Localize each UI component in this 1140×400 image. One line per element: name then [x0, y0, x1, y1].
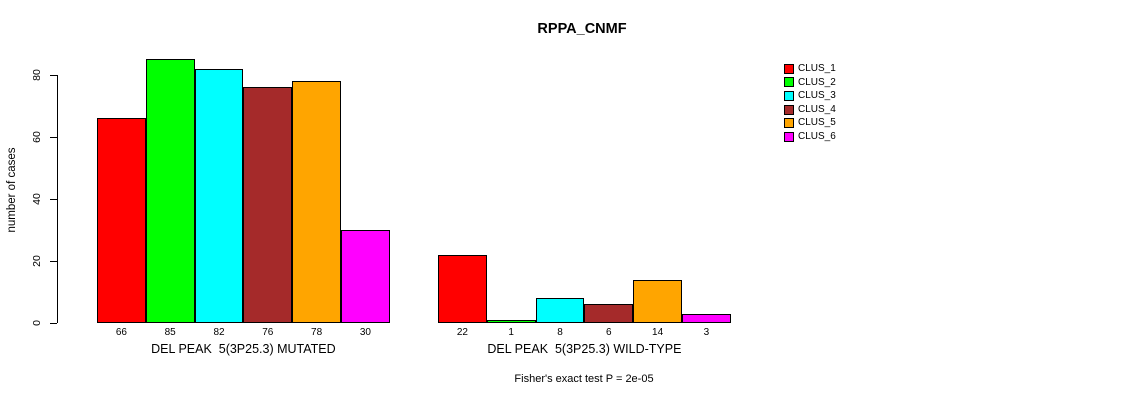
bar-value-label: 6	[606, 327, 612, 338]
bar	[535, 298, 585, 323]
chart-title: RPPA_CNMF	[537, 21, 627, 37]
legend-label: CLUS_3	[798, 90, 836, 102]
bar-value-label: 14	[652, 327, 664, 338]
legend-label: CLUS_4	[798, 103, 836, 115]
bar-value-label: 3	[703, 327, 710, 338]
legend-item: CLUS_6	[784, 130, 836, 144]
bar-value-label: 8	[557, 327, 563, 338]
legend-swatch	[784, 104, 794, 115]
bar	[682, 314, 731, 323]
bar-value-label: 76	[262, 327, 274, 338]
bar	[584, 304, 634, 323]
legend-swatch	[784, 63, 794, 74]
bar	[292, 81, 341, 323]
bar	[243, 87, 293, 323]
y-tick-label: 80	[31, 69, 43, 81]
y-tick-label: 40	[31, 193, 43, 205]
y-tick	[50, 323, 57, 324]
bar-value-label: 78	[311, 327, 323, 338]
legend-item: CLUS_1	[784, 62, 836, 76]
y-tick	[50, 137, 57, 138]
legend-item: CLUS_4	[784, 103, 836, 117]
bar-value-label: 82	[213, 327, 225, 338]
bar	[486, 320, 536, 323]
legend-label: CLUS_2	[798, 76, 836, 88]
bar-value-label: 1	[508, 327, 514, 338]
y-axis-line	[57, 75, 58, 323]
legend-item: CLUS_2	[784, 76, 836, 90]
bar	[633, 280, 682, 323]
bar	[97, 118, 146, 323]
bar	[194, 69, 244, 323]
bar	[438, 255, 487, 323]
legend-swatch	[784, 77, 794, 88]
y-axis-title: number of cases	[6, 147, 18, 233]
bar-value-label: 66	[115, 327, 127, 338]
y-tick-label: 20	[31, 255, 43, 267]
group-label: DEL PEAK 5(3P25.3) WILD-TYPE	[487, 342, 682, 356]
legend-label: CLUS_1	[798, 63, 836, 74]
bar	[145, 59, 195, 323]
bar-value-label: 30	[359, 327, 371, 338]
legend-label: CLUS_5	[798, 117, 836, 129]
legend-swatch	[784, 131, 794, 142]
legend-item: CLUS_5	[784, 116, 836, 130]
y-tick	[50, 75, 57, 76]
bar-value-label: 85	[164, 327, 176, 338]
y-tick	[50, 261, 57, 262]
legend-item: CLUS_3	[784, 89, 836, 103]
bar-value-label: 22	[456, 327, 468, 338]
legend-swatch	[784, 90, 794, 101]
y-tick-label: 60	[31, 131, 43, 143]
legend-label: CLUS_6	[798, 130, 836, 142]
y-tick	[50, 199, 57, 200]
legend: CLUS_1 CLUS_2 CLUS_3 CLUS_4 CLUS_5 CLUS_6	[784, 62, 836, 144]
y-tick-label: 0	[31, 320, 43, 326]
bar	[341, 230, 390, 323]
legend-swatch	[784, 118, 794, 129]
group-label: DEL PEAK 5(3P25.3) MUTATED	[151, 342, 336, 356]
fisher-annotation: Fisher's exact test P = 2e-05	[514, 373, 654, 385]
